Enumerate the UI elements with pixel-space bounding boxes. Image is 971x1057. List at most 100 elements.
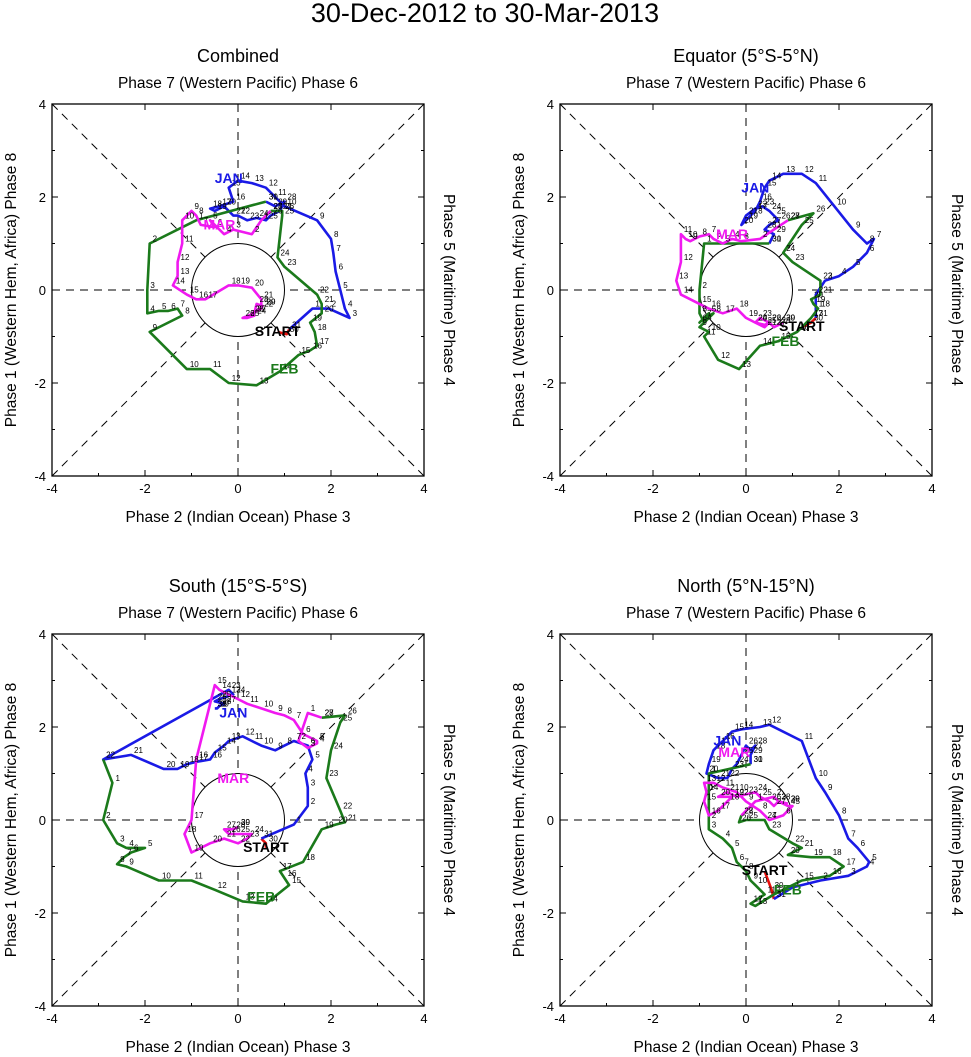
day-label: 24 [758, 783, 767, 792]
y-tick-label: 4 [547, 97, 554, 112]
top-axis-label: Phase 7 (Western Pacific) Phase 6 [118, 75, 358, 92]
day-label: 19 [816, 295, 825, 304]
day-label: 2 [819, 286, 824, 295]
day-label: 5 [343, 281, 348, 290]
day-label: 5 [872, 853, 877, 862]
day-label: 12 [805, 165, 814, 174]
day-label: 4 [735, 230, 740, 239]
day-label: 13 [679, 272, 688, 281]
month-label-mar: MAR [217, 770, 249, 786]
day-label: 23 [232, 681, 241, 690]
day-label: 11 [726, 778, 735, 787]
day-label: 19 [735, 788, 744, 797]
day-label: 10 [264, 737, 273, 746]
day-label: 14 [222, 681, 231, 690]
day-label: 18 [232, 276, 241, 285]
day-label: 13 [181, 267, 190, 276]
day-label: 3 [236, 221, 241, 230]
day-label: 3 [851, 867, 856, 876]
day-label: 24 [255, 825, 264, 834]
y-tick-label: 4 [39, 97, 46, 112]
day-label: 8 [842, 806, 847, 815]
day-label: 11 [805, 732, 814, 741]
day-label: 21 [805, 839, 814, 848]
day-label: 13 [232, 732, 241, 741]
day-label: 1 [115, 774, 120, 783]
day-label: 1 [264, 211, 269, 220]
day-label: 29 [220, 699, 229, 708]
day-label: 7 [712, 225, 717, 234]
day-label: 11 [250, 695, 259, 704]
day-label: 6 [306, 725, 311, 734]
series-line-jan [208, 179, 351, 331]
day-label: 18 [716, 741, 725, 750]
day-label: 2 [763, 230, 768, 239]
day-label: 8 [870, 235, 875, 244]
day-label: 5 [726, 235, 731, 244]
day-label: 17 [758, 202, 767, 211]
day-label: 27 [777, 797, 786, 806]
day-label: 22 [343, 802, 352, 811]
day-label: 6 [339, 262, 344, 271]
day-label: 15 [218, 744, 227, 753]
day-label: 3 [120, 834, 125, 843]
day-label: 11 [213, 360, 222, 369]
day-label: 26 [232, 825, 241, 834]
day-label: 1 [297, 816, 302, 825]
day-label: 13 [255, 174, 264, 183]
day-label: 24 [740, 755, 749, 764]
series-line-jan [101, 688, 314, 840]
diagonal-guide [51, 103, 425, 477]
day-label: 16 [213, 751, 222, 760]
y-tick-label: 0 [547, 283, 554, 298]
day-label: 5 [856, 258, 861, 267]
day-label: 9 [278, 741, 283, 750]
y-tick-label: -4 [542, 469, 554, 484]
day-label: 26 [285, 202, 294, 211]
panel-2: Equator (5°S-5°N) Phase 7 (Western Pacifi… [511, 46, 965, 526]
day-label: 31 [819, 309, 828, 318]
day-label: 18 [188, 825, 197, 834]
x-tick-label: -2 [647, 481, 659, 496]
day-label: 7 [772, 811, 777, 820]
day-label: 7 [707, 309, 712, 318]
day-label: 17 [195, 811, 204, 820]
y-tick-label: -2 [542, 906, 554, 921]
day-label: 2 [823, 871, 828, 880]
left-axis-label: Phase 1 (Western Hem, Africa) Phase 8 [511, 153, 528, 428]
day-label: 13 [742, 360, 751, 369]
day-label: 13 [246, 892, 255, 901]
day-label: 22 [796, 834, 805, 843]
day-label: 12 [241, 690, 250, 699]
day-label: 7 [297, 732, 302, 741]
series-line-feb [698, 212, 822, 371]
day-label: 23 [763, 309, 772, 318]
start-label: START [243, 839, 289, 855]
day-label: 11 [195, 871, 204, 880]
day-label: 28 [288, 193, 297, 202]
day-label: 14 [772, 172, 781, 181]
day-label: 3 [782, 792, 787, 801]
day-label: 19 [749, 309, 758, 318]
diagonal-guide [559, 633, 933, 1007]
day-label: 20 [213, 834, 222, 843]
month-label-feb: FEB [271, 361, 299, 377]
day-label: 23 [329, 769, 338, 778]
day-label: 2 [106, 811, 111, 820]
start-label: START [742, 862, 788, 878]
day-label: 31 [269, 193, 278, 202]
figure-title: 30-Dec-2012 to 30-Mar-2013 [311, 0, 659, 28]
day-label: 19 [181, 760, 190, 769]
day-label: 13 [758, 897, 767, 906]
top-axis-label: Phase 7 (Western Pacific) Phase 6 [626, 605, 866, 622]
day-label: 15 [301, 346, 310, 355]
day-label: 8 [703, 228, 708, 237]
day-label: 8 [288, 737, 293, 746]
day-label: 6 [703, 314, 708, 323]
day-label: 14 [283, 362, 292, 371]
right-axis-label: Phase 5 (Maritime) Phase 4 [440, 194, 457, 386]
panel-3: South (15°S-5°S) Phase 7 (Western Pacific… [3, 576, 457, 1056]
day-label: 8 [185, 307, 190, 316]
series-line-mar [702, 781, 794, 822]
day-label: 9 [195, 202, 200, 211]
